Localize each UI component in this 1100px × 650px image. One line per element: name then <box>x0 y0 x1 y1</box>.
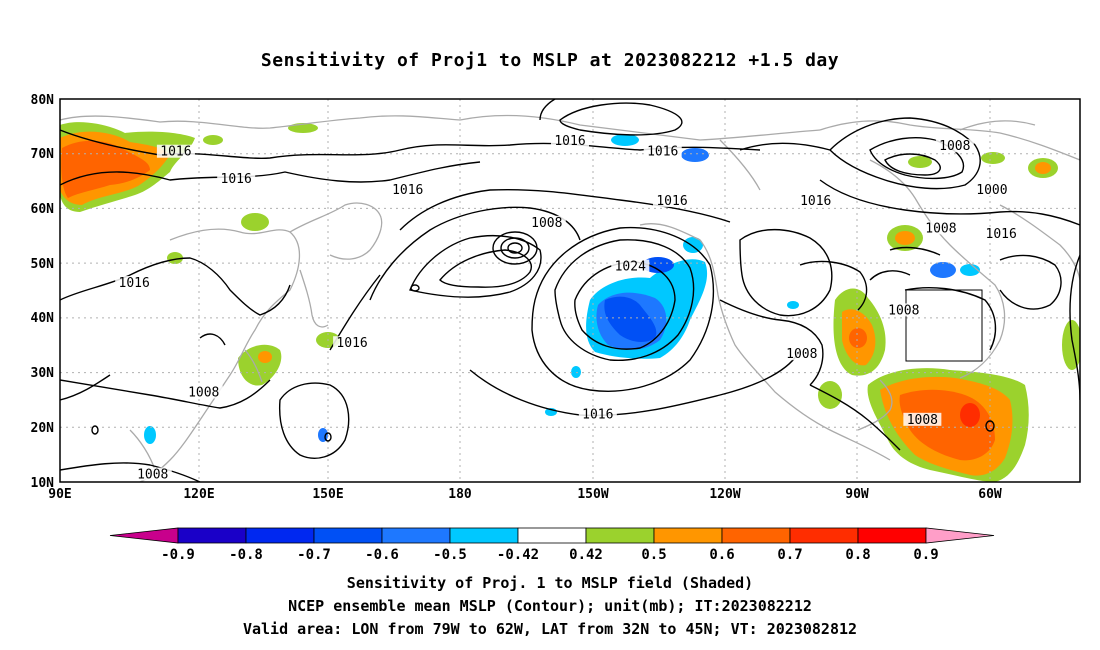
contour-label: 1016 <box>656 194 687 209</box>
colorbar-label: -0.9 <box>161 547 195 563</box>
colorbar-low-extension <box>109 527 179 544</box>
lat-label-30n: 30N <box>31 366 55 381</box>
sensitivity-shading <box>60 122 1080 482</box>
lon-axis: 90E 120E 150E 180 150W 120W 90W 60W <box>48 487 1002 502</box>
contour-label-bg <box>982 226 1021 240</box>
colorbar-swatch <box>517 527 587 544</box>
caption-shading: Sensitivity of Proj. 1 to MSLP field (Sh… <box>346 574 754 592</box>
contour-label: 1008 <box>888 303 919 318</box>
lat-label-80n: 80N <box>31 93 55 108</box>
lat-label-60n: 60N <box>31 202 55 217</box>
contour-label: 1016 <box>119 276 150 291</box>
contour-label: 1024 <box>615 260 646 275</box>
contour-label-bg <box>115 276 154 290</box>
contour-label-bg <box>653 193 691 207</box>
contour-label: 1008 <box>925 221 956 236</box>
lon-label-150w: 150W <box>577 487 608 502</box>
colorbar-label: 0.5 <box>641 547 666 563</box>
plot-frame <box>59 98 1081 483</box>
lon-label-120e: 120E <box>183 487 214 502</box>
lon-label-150e: 150E <box>312 487 343 502</box>
contour-label-bg <box>578 407 617 421</box>
contour-label-bg <box>921 221 960 235</box>
contour-label-bg <box>156 144 195 158</box>
contour-label-bg <box>133 467 172 481</box>
colorbar-swatch <box>857 527 927 544</box>
lon-label-120w: 120W <box>709 487 740 502</box>
colorbar-label: -0.5 <box>433 547 467 563</box>
colorbar-label: -0.42 <box>497 547 539 563</box>
contour-labels: 1016 1016 1016 1016 1016 1016 1008 1024 1016 1016… <box>115 133 1021 483</box>
colorbar-swatch <box>721 527 791 544</box>
contour-label-bg <box>884 303 923 317</box>
contour-label: 1008 <box>137 468 168 483</box>
contour-label-bg <box>611 259 650 273</box>
lat-axis: 80N 70N 60N 50N 40N 30N 20N 10N <box>31 93 55 491</box>
colorbar-label: 0.7 <box>777 547 802 563</box>
contour-label-bg <box>551 133 589 147</box>
colorbar-label: 0.9 <box>913 547 938 563</box>
lat-label-20n: 20N <box>31 421 55 436</box>
contour-label-bg <box>527 215 566 229</box>
contour-label: 1008 <box>188 385 219 400</box>
caption-contour: NCEP ensemble mean MSLP (Contour); unit(… <box>288 597 812 615</box>
contour-label: 1016 <box>582 407 613 422</box>
contour-label: 1016 <box>221 172 252 187</box>
lat-label-40n: 40N <box>31 311 55 326</box>
contour-label-bg <box>796 193 835 207</box>
contour-label: 1016 <box>336 336 367 351</box>
contour-label-bg <box>972 183 1011 197</box>
contour-label-bg <box>935 139 974 153</box>
lon-label-180: 180 <box>448 487 472 502</box>
colorbar-label: -0.8 <box>229 547 263 563</box>
contour-label: 1016 <box>986 227 1017 242</box>
lat-label-10n: 10N <box>31 476 55 491</box>
contour-label: 1008 <box>907 413 938 428</box>
contour-label: 1016 <box>647 145 678 160</box>
contour-label-bg <box>333 336 372 350</box>
colorbar-swatch <box>789 527 859 544</box>
valid-area-box <box>905 289 983 362</box>
contour-label-bg <box>217 172 256 186</box>
page-title: Sensitivity of Proj1 to MSLP at 20230822… <box>260 50 840 71</box>
contour-label: 1008 <box>531 216 562 231</box>
coastlines <box>60 114 1080 482</box>
contour-label: 1000 <box>976 183 1007 198</box>
contour-label: 1016 <box>800 194 831 209</box>
colorbar-swatch <box>449 527 519 544</box>
colorbar-label: 0.42 <box>569 547 603 563</box>
colorbar-high-extension <box>925 527 995 544</box>
colorbar-swatch <box>653 527 723 544</box>
lat-label-50n: 50N <box>31 257 55 272</box>
colorbar-swatch <box>381 527 451 544</box>
contour-label: 1016 <box>160 145 191 160</box>
colorbar-label: -0.6 <box>365 547 399 563</box>
colorbar-label: 0.8 <box>845 547 870 563</box>
colorbar-swatch <box>245 527 315 544</box>
contour-label: 1008 <box>939 139 970 154</box>
contour-label: 1008 <box>786 347 817 362</box>
colorbar-swatch <box>177 527 247 544</box>
caption-valid-area: Valid area: LON from 79W to 62W, LAT fro… <box>242 620 858 638</box>
lon-label-90w: 90W <box>845 487 869 502</box>
contour-label-bg <box>388 183 427 197</box>
contour-label: 1016 <box>554 134 585 149</box>
contour-label-bg <box>184 385 223 399</box>
colorbar: -0.9 -0.8 -0.7 -0.6 -0.5 -0.42 0.42 0.5 0.6 0.7 0.… <box>109 527 995 563</box>
contour-label-bg <box>782 347 821 361</box>
colorbar-label: -0.7 <box>297 547 331 563</box>
colorbar-swatch <box>585 527 655 544</box>
lon-label-60w: 60W <box>978 487 1002 502</box>
colorbar-swatch <box>313 527 383 544</box>
colorbar-label: 0.6 <box>709 547 734 563</box>
contour-label: 1016 <box>392 183 423 198</box>
contour-label-bg <box>643 144 682 158</box>
lon-label-90e: 90E <box>48 487 71 502</box>
contour-label-bg <box>903 412 942 426</box>
lat-label-70n: 70N <box>31 147 55 162</box>
